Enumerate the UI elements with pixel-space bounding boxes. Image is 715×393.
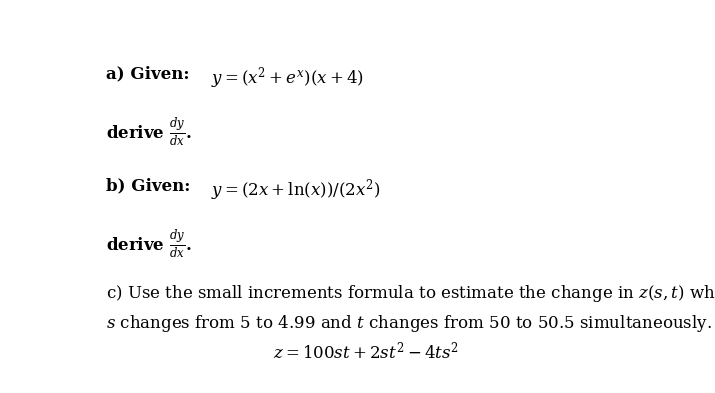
Text: c) Use the small increments formula to estimate the change in $z(s, t)$ when: c) Use the small increments formula to e… [106, 283, 715, 304]
Text: $s$ changes from 5 to 4.99 and $t$ changes from 50 to 50.5 simultaneously.: $s$ changes from 5 to 4.99 and $t$ chang… [106, 314, 712, 334]
Text: derive $\frac{dy}{dx}$.: derive $\frac{dy}{dx}$. [106, 229, 192, 261]
Text: b) Given:: b) Given: [106, 177, 190, 194]
Text: $y = (2x + \ln (x))/(2x^2)$: $y = (2x + \ln (x))/(2x^2)$ [212, 177, 381, 203]
Text: $y = (x^2 + e^x)(x + 4)$: $y = (x^2 + e^x)(x + 4)$ [212, 65, 364, 91]
Text: a) Given:: a) Given: [106, 65, 189, 82]
Text: derive $\frac{dy}{dx}$.: derive $\frac{dy}{dx}$. [106, 117, 192, 149]
Text: $z = 100st + 2st^2 - 4ts^2$: $z = 100st + 2st^2 - 4ts^2$ [273, 341, 460, 363]
